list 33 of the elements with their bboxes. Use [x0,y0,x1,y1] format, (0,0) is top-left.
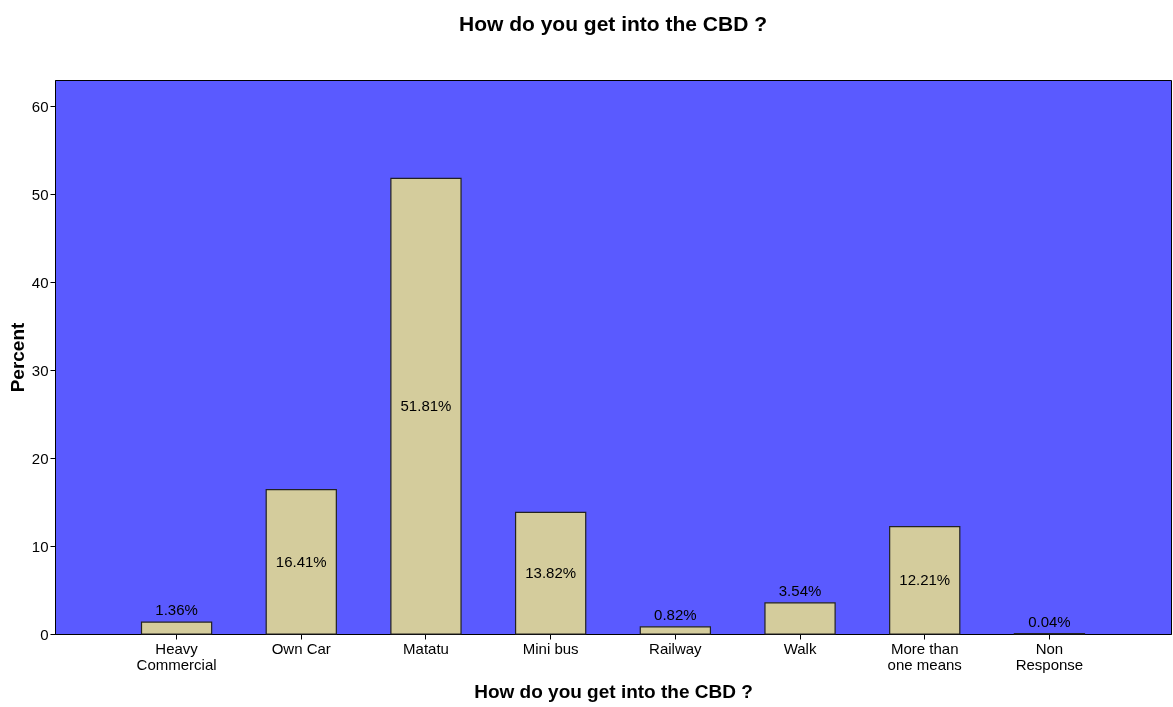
chart-title: How do you get into the CBD ? [459,12,767,35]
x-tick-label: Walk [783,639,817,657]
x-axis-title: How do you get into the CBD ? [474,680,753,702]
y-tick-label: 30 [31,361,49,379]
x-tick-label: Non Response [1015,639,1084,673]
data-label: 13.82% [525,564,577,582]
data-label: 0.82% [654,605,697,623]
x-tick-label: Mini bus [522,639,579,657]
data-label: 16.41% [275,552,327,570]
x-tick-label: Own Car [271,639,331,657]
y-tick-label: 40 [31,273,49,291]
data-label: 1.36% [155,601,198,619]
bar [639,626,712,635]
bar [140,621,213,635]
x-tick-label: Matatu [403,639,449,657]
x-tick-label: Railway [649,639,703,657]
y-tick-label: 0 [40,625,49,643]
y-tick-label: 20 [31,449,49,467]
data-label: 51.81% [400,397,452,415]
bar [764,602,836,635]
y-axis-title: Percent [6,321,28,393]
bar [390,177,462,635]
bar [265,489,337,635]
bar [514,511,587,635]
bar [889,526,961,635]
data-label: 12.21% [899,571,951,589]
data-label: 0.04% [1028,612,1071,630]
y-tick-label: 10 [31,537,49,555]
y-tick-label: 60 [31,97,49,115]
y-tick-label: 50 [31,185,49,203]
x-tick-label: More than one means [887,639,962,673]
x-tick-label: Heavy Commercial [136,639,217,673]
data-label: 3.54% [778,581,822,599]
